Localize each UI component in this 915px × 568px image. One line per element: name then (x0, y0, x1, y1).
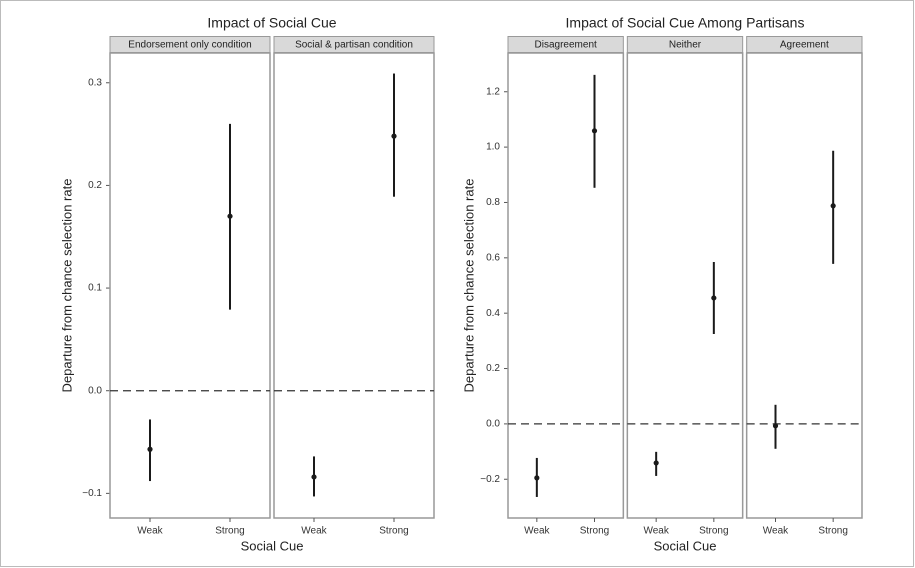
point (711, 295, 717, 301)
panel (626, 52, 744, 519)
panel (745, 52, 863, 519)
point (653, 460, 659, 466)
strip-label: Social & partisan condition (295, 40, 413, 51)
panel (507, 52, 625, 519)
y-tick-label: 0.6 (486, 252, 500, 263)
panel (273, 52, 435, 519)
x-tick-label: Strong (699, 526, 728, 537)
point (227, 213, 233, 219)
x-axis-label: Social Cue (654, 538, 717, 553)
strip-label: Endorsement only condition (128, 40, 251, 51)
point (772, 423, 779, 429)
chart-title: Impact of Social Cue (207, 15, 336, 31)
x-tick-label: Weak (763, 526, 789, 537)
panel (109, 52, 271, 519)
point (147, 446, 153, 452)
x-tick-label: Weak (524, 526, 550, 537)
y-tick-label: 0.8 (486, 197, 500, 208)
y-tick-label: 0.1 (88, 283, 102, 294)
y-axis-label: Departure from chance selection rate (461, 179, 476, 393)
point (534, 475, 540, 481)
x-tick-label: Strong (580, 526, 609, 537)
x-tick-label: Weak (137, 526, 163, 537)
y-tick-label: 0.2 (88, 180, 102, 191)
y-tick-label: −0.1 (82, 488, 102, 499)
y-tick-label: 0.3 (88, 77, 102, 88)
y-tick-label: 0.0 (88, 385, 102, 396)
point (311, 474, 317, 480)
x-tick-label: Weak (301, 526, 327, 537)
y-tick-label: −0.2 (480, 474, 500, 485)
y-tick-label: 0.2 (486, 363, 500, 374)
x-tick-label: Weak (643, 526, 669, 537)
y-tick-label: 0.4 (486, 308, 500, 319)
y-tick-label: 1.0 (486, 142, 500, 153)
strip-label: Neither (669, 40, 702, 51)
y-tick-label: 1.2 (486, 86, 500, 97)
chart-title: Impact of Social Cue Among Partisans (566, 15, 805, 31)
x-tick-label: Strong (818, 526, 847, 537)
strip-label: Agreement (780, 40, 829, 51)
y-axis-label: Departure from chance selection rate (59, 179, 74, 393)
y-tick-label: 0.0 (486, 419, 500, 430)
point (391, 133, 397, 139)
x-tick-label: Strong (215, 526, 244, 537)
point (591, 128, 598, 134)
x-axis-label: Social Cue (241, 538, 304, 553)
strip-label: Disagreement (535, 40, 597, 51)
x-tick-label: Strong (379, 526, 408, 537)
point (830, 203, 836, 209)
